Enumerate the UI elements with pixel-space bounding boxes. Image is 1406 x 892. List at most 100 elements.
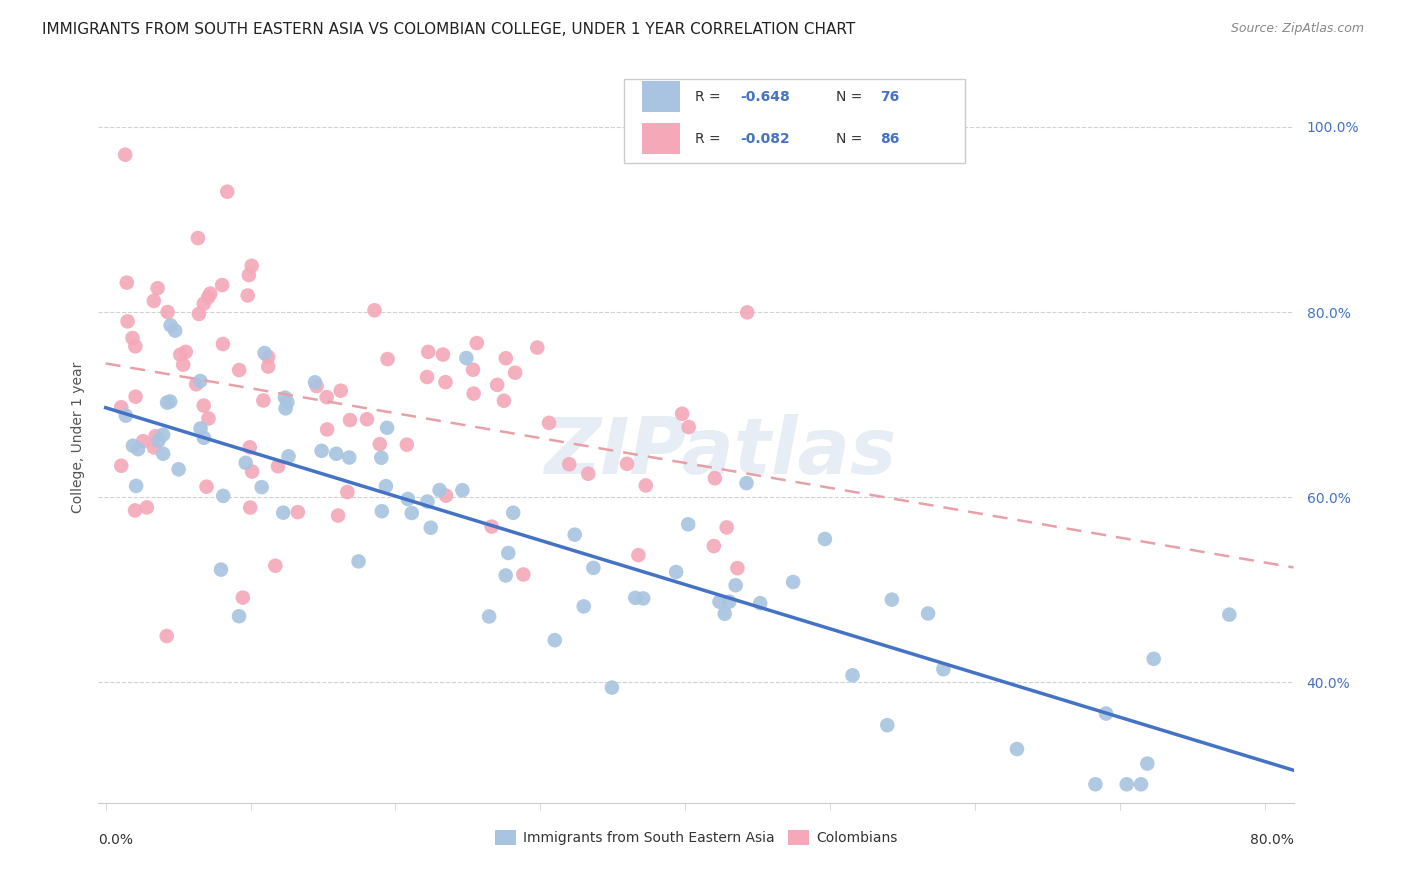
Point: [174, 344, 197, 359]
Point: [276, 395, 298, 409]
Point: [434, 375, 457, 389]
Point: [725, 561, 748, 575]
Point: [114, 147, 136, 161]
Y-axis label: College, Under 1 year: College, Under 1 year: [70, 361, 84, 513]
Point: [1095, 706, 1118, 721]
Point: [1143, 652, 1166, 666]
Point: [271, 506, 294, 520]
Text: -0.648: -0.648: [740, 89, 790, 103]
Point: [512, 567, 534, 582]
Point: [526, 341, 548, 355]
Point: [782, 574, 804, 589]
Text: ZIPatlas: ZIPatlas: [544, 414, 896, 490]
Point: [212, 489, 235, 503]
Point: [375, 421, 398, 435]
Point: [841, 668, 863, 682]
Point: [190, 421, 212, 435]
Point: [195, 480, 218, 494]
Point: [337, 450, 360, 465]
Point: [876, 718, 898, 732]
Point: [665, 565, 688, 579]
Point: [465, 336, 488, 351]
Point: [671, 407, 693, 421]
Point: [172, 358, 194, 372]
Point: [368, 437, 391, 451]
Point: [814, 532, 837, 546]
Point: [416, 370, 439, 384]
Point: [502, 506, 524, 520]
Point: [724, 578, 747, 592]
Point: [209, 563, 232, 577]
Point: [932, 662, 955, 676]
Point: [235, 456, 257, 470]
Point: [124, 339, 146, 353]
Point: [169, 348, 191, 362]
Point: [316, 422, 339, 436]
Text: N =: N =: [835, 132, 866, 145]
Point: [146, 281, 169, 295]
Point: [145, 429, 167, 443]
Point: [122, 439, 145, 453]
Point: [165, 324, 187, 338]
Point: [152, 447, 174, 461]
Point: [325, 447, 347, 461]
Point: [1130, 777, 1153, 791]
Point: [156, 395, 179, 409]
Text: 76: 76: [880, 89, 900, 103]
Point: [600, 681, 623, 695]
Point: [486, 377, 509, 392]
Point: [429, 483, 451, 497]
FancyBboxPatch shape: [624, 78, 965, 163]
Point: [239, 500, 262, 515]
Point: [544, 633, 567, 648]
Point: [880, 592, 903, 607]
Point: [495, 568, 517, 582]
Point: [363, 303, 385, 318]
Point: [624, 591, 647, 605]
Point: [239, 440, 262, 454]
Point: [228, 609, 250, 624]
Point: [159, 318, 181, 333]
Point: [193, 431, 215, 445]
Point: [582, 561, 605, 575]
Point: [143, 441, 166, 455]
Point: [498, 546, 520, 560]
Point: [156, 305, 179, 319]
Point: [1084, 777, 1107, 791]
Point: [416, 494, 439, 508]
Point: [716, 520, 738, 534]
Point: [148, 434, 170, 448]
Point: [238, 268, 260, 282]
Text: R =: R =: [695, 89, 724, 103]
Point: [117, 314, 139, 328]
Point: [188, 374, 211, 388]
Point: [187, 307, 209, 321]
Text: IMMIGRANTS FROM SOUTH EASTERN ASIA VS COLOMBIAN COLLEGE, UNDER 1 YEAR CORRELATIO: IMMIGRANTS FROM SOUTH EASTERN ASIA VS CO…: [42, 22, 855, 37]
Point: [264, 558, 287, 573]
Point: [193, 399, 215, 413]
Point: [135, 500, 157, 515]
Point: [200, 286, 222, 301]
Point: [257, 350, 280, 364]
Point: [503, 366, 526, 380]
Point: [217, 185, 239, 199]
Point: [127, 442, 149, 457]
Point: [478, 609, 501, 624]
Point: [250, 480, 273, 494]
Point: [124, 503, 146, 517]
Point: [396, 491, 419, 506]
Point: [917, 607, 939, 621]
Bar: [643, 81, 681, 112]
Text: N =: N =: [835, 89, 866, 103]
Point: [114, 409, 136, 423]
Point: [401, 506, 423, 520]
Point: [228, 363, 250, 377]
Point: [456, 351, 478, 365]
Point: [377, 352, 399, 367]
Point: [132, 434, 155, 449]
Point: [558, 457, 581, 471]
Point: [1136, 756, 1159, 771]
Point: [142, 293, 165, 308]
Point: [1115, 777, 1137, 791]
Point: [187, 231, 209, 245]
